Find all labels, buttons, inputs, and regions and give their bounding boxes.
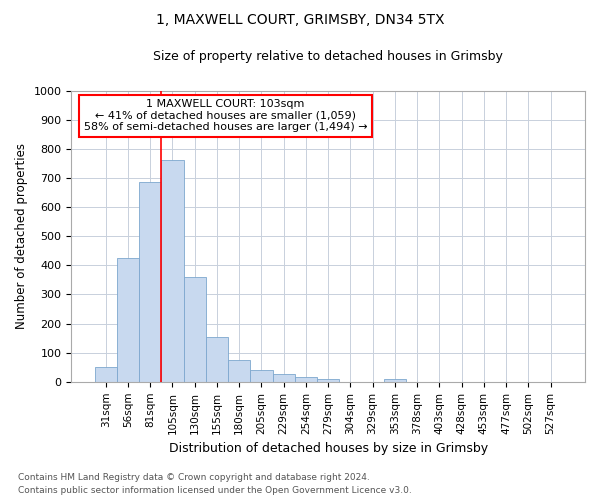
Bar [384, 380, 406, 382]
Bar [250, 370, 272, 382]
Text: 1, MAXWELL COURT, GRIMSBY, DN34 5TX: 1, MAXWELL COURT, GRIMSBY, DN34 5TX [156, 12, 444, 26]
Bar [95, 366, 117, 382]
Bar [272, 374, 295, 382]
Bar [117, 258, 139, 382]
Text: Contains HM Land Registry data © Crown copyright and database right 2024.: Contains HM Land Registry data © Crown c… [18, 474, 370, 482]
Bar [295, 376, 317, 382]
Bar [161, 160, 184, 382]
X-axis label: Distribution of detached houses by size in Grimsby: Distribution of detached houses by size … [169, 442, 488, 455]
Y-axis label: Number of detached properties: Number of detached properties [15, 143, 28, 329]
Bar [139, 182, 161, 382]
Text: 1 MAXWELL COURT: 103sqm
← 41% of detached houses are smaller (1,059)
58% of semi: 1 MAXWELL COURT: 103sqm ← 41% of detache… [83, 100, 367, 132]
Text: Contains public sector information licensed under the Open Government Licence v3: Contains public sector information licen… [18, 486, 412, 495]
Title: Size of property relative to detached houses in Grimsby: Size of property relative to detached ho… [153, 50, 503, 63]
Bar [228, 360, 250, 382]
Bar [206, 336, 228, 382]
Bar [184, 277, 206, 382]
Bar [317, 379, 339, 382]
